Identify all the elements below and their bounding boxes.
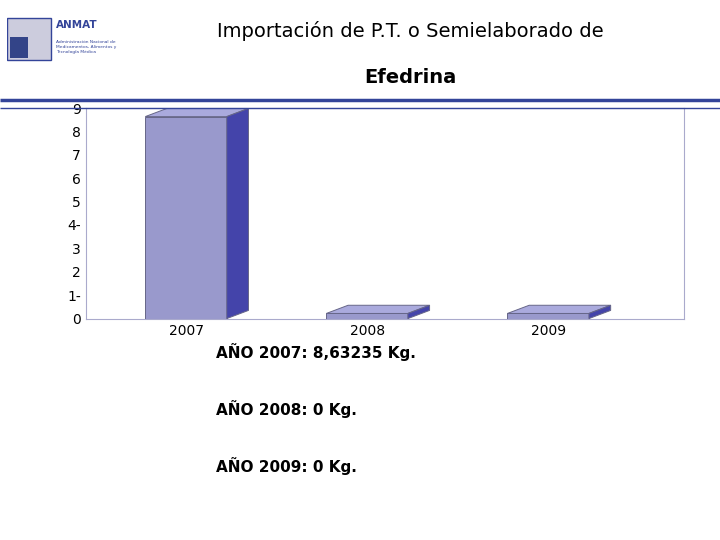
Polygon shape	[145, 109, 248, 117]
Polygon shape	[326, 305, 430, 313]
Text: ANMAT: ANMAT	[55, 20, 97, 30]
FancyBboxPatch shape	[7, 18, 51, 60]
Text: AÑO 2008: 0 Kg.: AÑO 2008: 0 Kg.	[216, 401, 357, 418]
Text: Administración Nacional de
Medicamentos, Alimentos y
Tecnología Médica: Administración Nacional de Medicamentos,…	[55, 39, 116, 54]
Polygon shape	[145, 117, 227, 319]
Text: Efedrina: Efedrina	[364, 68, 456, 86]
FancyBboxPatch shape	[9, 37, 28, 58]
Text: Importación de P.T. o Semielaborado de: Importación de P.T. o Semielaborado de	[217, 21, 603, 41]
Polygon shape	[408, 305, 430, 319]
Text: AÑO 2009: 0 Kg.: AÑO 2009: 0 Kg.	[216, 457, 357, 476]
Polygon shape	[227, 109, 248, 319]
Polygon shape	[326, 313, 408, 319]
Polygon shape	[589, 305, 611, 319]
Polygon shape	[508, 305, 611, 313]
Polygon shape	[508, 313, 589, 319]
Text: AÑO 2007: 8,63235 Kg.: AÑO 2007: 8,63235 Kg.	[216, 343, 416, 361]
